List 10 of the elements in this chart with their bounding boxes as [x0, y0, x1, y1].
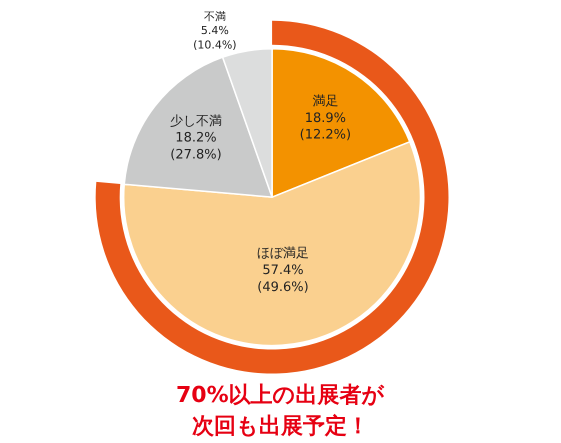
- slice-label: 満足: [312, 94, 338, 109]
- data-label: 18.2% (27.8%): [170, 130, 222, 163]
- slice-label: ほぼ満足: [257, 246, 310, 262]
- slice-label: 不満: [204, 10, 226, 23]
- data-label: 5.4% (10.4%): [193, 24, 237, 52]
- data-label: 18.9% (12.2%): [300, 110, 352, 143]
- data-label: 57.4% (49.6%): [257, 263, 309, 295]
- slice-label: 少し不満: [170, 114, 222, 129]
- text: 70%以上の出展者が: [176, 383, 385, 408]
- text: 次回も出展予定！: [192, 413, 369, 439]
